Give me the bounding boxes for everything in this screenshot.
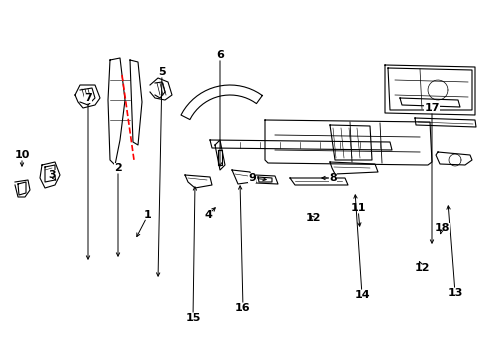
Text: 4: 4 [203, 210, 211, 220]
Text: 1: 1 [144, 210, 152, 220]
Text: 10: 10 [14, 150, 30, 160]
Text: 13: 13 [447, 288, 462, 298]
Text: 8: 8 [328, 173, 336, 183]
Text: 14: 14 [353, 290, 369, 300]
Text: 16: 16 [235, 303, 250, 313]
Text: 9: 9 [247, 173, 255, 183]
Text: 5: 5 [158, 67, 165, 77]
Text: 12: 12 [413, 263, 429, 273]
Text: 11: 11 [349, 203, 365, 213]
Text: 3: 3 [48, 170, 56, 180]
Text: 2: 2 [114, 163, 122, 173]
Text: 18: 18 [433, 223, 449, 233]
Text: 6: 6 [216, 50, 224, 60]
Text: 12: 12 [305, 213, 320, 223]
Text: 17: 17 [424, 103, 439, 113]
Text: 15: 15 [185, 313, 200, 323]
Text: 7: 7 [84, 93, 92, 103]
